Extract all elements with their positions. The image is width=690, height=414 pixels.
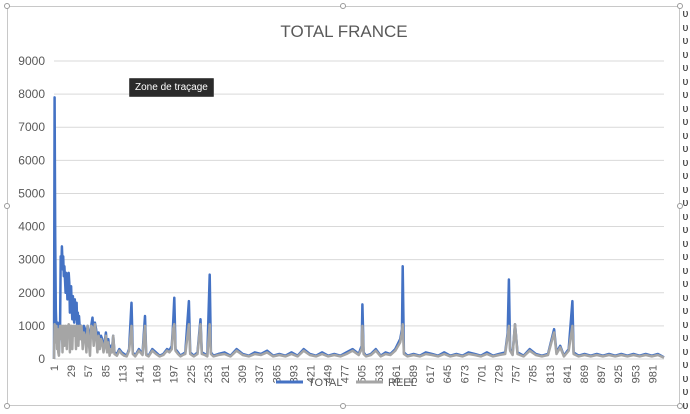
chart-area[interactable] [7,6,680,406]
resize-handle-bottom-right[interactable] [677,403,683,409]
resize-handle-bottom-left[interactable] [4,403,10,409]
x-tick-label: 281 [220,365,232,383]
edge-glyph: ʋ [682,399,689,412]
edge-glyph: ʋ [682,210,689,223]
edge-glyph: ʋ [682,251,689,263]
legend-label-total: TOTAL [308,377,342,389]
x-tick-label: 29 [66,365,78,377]
x-tick-label: 421 [305,365,317,383]
edge-glyph: ʋ [682,386,689,398]
x-tick-label: 645 [442,365,454,383]
edge-glyph: ʋ [682,318,689,331]
x-tick-label: 337 [254,365,266,383]
x-tick-label: 729 [494,365,506,383]
edge-glyph: ʋ [682,62,689,74]
y-tick-label: 7000 [18,120,45,134]
edge-glyph: ʋ [682,305,689,317]
x-tick-label: 841 [562,365,574,383]
edge-glyph: ʋ [682,21,689,34]
resize-handle-middle-left[interactable] [4,203,10,209]
x-tick-label: 701 [476,365,488,383]
y-tick-label: 0 [38,352,45,366]
legend: TOTAL REEL [276,377,417,389]
x-tick-label: 869 [579,365,591,383]
x-tick-label: 169 [152,365,164,383]
legend-label-reel: REEL [388,377,417,389]
edge-glyph: ʋ [682,359,689,371]
x-tick-label: 925 [613,365,625,383]
edge-glyph: ʋ [682,75,689,88]
edge-glyph: ʋ [682,291,689,304]
edge-glyph: ʋ [682,183,689,196]
y-tick-label: 3000 [18,253,45,267]
edge-glyph: ʋ [682,35,689,47]
x-tick-label: 673 [459,365,471,383]
x-tick-label: 757 [511,365,523,383]
chart-title: TOTAL FRANCE [280,22,407,41]
edge-glyph: ʋ [682,278,689,290]
edge-glyph: ʋ [682,332,689,344]
resize-handle-top-middle[interactable] [340,3,346,9]
x-tick-label: 981 [647,365,659,383]
x-tick-label: 225 [186,365,198,383]
edge-glyph: ʋ [682,48,689,61]
y-tick-label: 6000 [18,153,45,167]
plot-area-tooltip: Zone de traçage [129,78,214,97]
x-axis-labels: 1 29 57 85 113 141 169 197 225 253 281 309 337 365 393… [49,365,659,383]
edge-glyph: ʋ [682,116,689,128]
x-tick-label: 309 [237,365,249,383]
edge-glyph: ʋ [682,372,689,385]
x-tick-label: 813 [545,365,557,383]
x-tick-label: 533 [374,365,386,383]
x-tick-label: 113 [117,365,129,383]
edge-glyph: ʋ [682,224,689,236]
x-tick-label: 449 [323,365,335,383]
edge-glyph: ʋ [682,197,689,209]
x-tick-label: 617 [425,365,437,383]
x-tick-label: 197 [169,365,181,383]
series-line-total [52,96,665,360]
x-tick-label: 253 [203,365,215,383]
edge-glyph: ʋ [682,237,689,250]
resize-handle-middle-right[interactable] [677,203,683,209]
y-tick-label: 1000 [18,319,45,333]
x-tick-label: 141 [134,365,146,383]
x-tick-label: 85 [100,365,112,377]
gridlines [54,60,664,360]
series-layer [52,96,665,360]
y-axis-labels: 0 1000 2000 3000 4000 5000 6000 7000 8000 9000 [18,54,45,366]
resize-handle-top-left[interactable] [4,3,10,9]
y-tick-label: 9000 [18,54,45,68]
edge-glyph: ʋ [682,345,689,358]
y-tick-label: 8000 [18,87,45,101]
edge-glyph: ʋ [682,129,689,142]
x-tick-label: 1 [49,365,61,371]
x-tick-label: 897 [596,365,608,383]
edge-glyph: ʋ [682,264,689,277]
edge-glyph: ʋ [682,170,689,182]
edge-glyph: ʋ [682,143,689,155]
y-tick-label: 5000 [18,186,45,200]
x-tick-label: 953 [630,365,642,383]
x-tick-label: 589 [408,365,420,383]
edge-glyph: ʋ [682,89,689,101]
x-tick-label: 561 [391,365,403,383]
resize-handle-bottom-middle[interactable] [340,403,346,409]
x-tick-label: 477 [340,365,352,383]
edge-glyph: ʋ [682,102,689,115]
edge-glyph: ʋ [682,8,689,20]
x-tick-label: 365 [271,365,283,383]
series-line-reel [52,322,665,360]
x-tick-label: 505 [357,365,369,383]
edge-glyph: ʋ [682,156,689,169]
x-tick-label: 785 [528,365,540,383]
resize-handle-top-right[interactable] [677,3,683,9]
x-tick-label: 57 [83,365,95,377]
y-tick-label: 2000 [18,286,45,300]
y-tick-label: 4000 [18,220,45,234]
x-tick-label: 393 [288,365,300,383]
